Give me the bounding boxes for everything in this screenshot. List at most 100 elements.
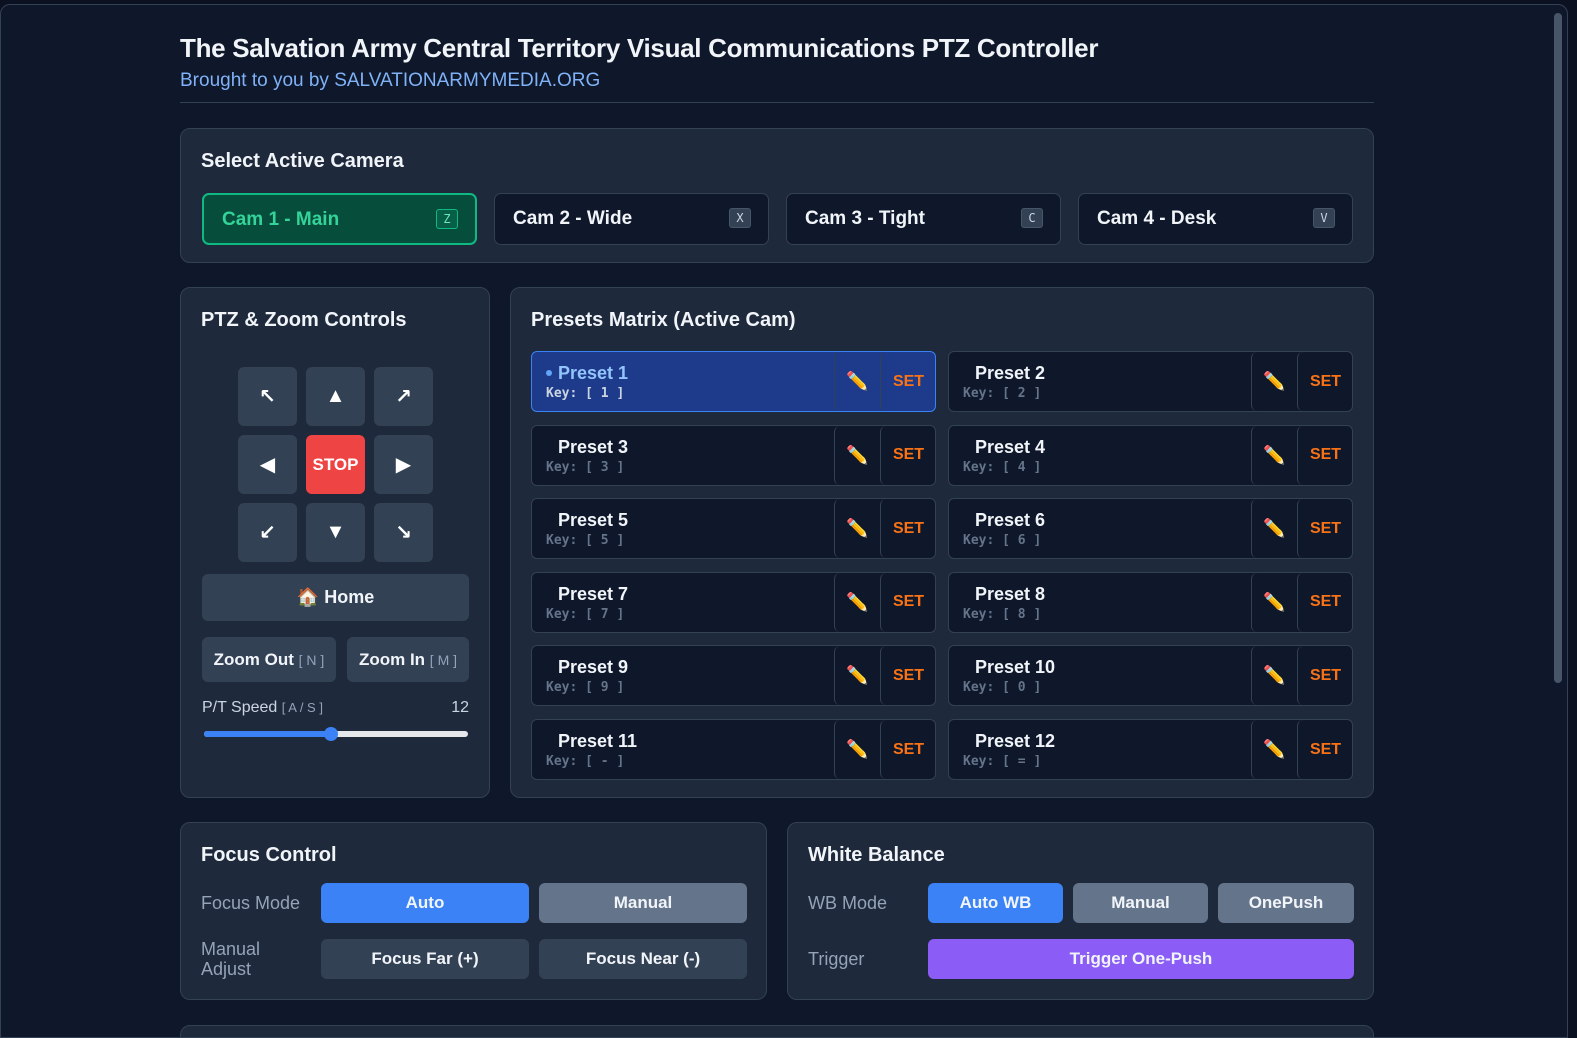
preset-row[interactable]: Preset 7 Key: [ 7 ] ✏️ SET	[531, 571, 936, 633]
preset-row[interactable]: Preset 4 Key: [ 4 ] ✏️ SET	[948, 424, 1353, 486]
preset-key: Key: [ 0 ]	[963, 680, 1042, 696]
slider-track[interactable]	[204, 727, 468, 741]
scrollbar[interactable]	[1554, 13, 1562, 683]
preset-name: Preset 12	[975, 731, 1056, 751]
set-button[interactable]: SET	[1297, 646, 1353, 706]
camera-button[interactable]: Cam 1 - Main Z	[202, 193, 477, 245]
mode-button[interactable]: OnePush	[1218, 883, 1354, 923]
set-button[interactable]: SET	[1297, 572, 1353, 632]
key-hint: [ A / S ]	[281, 700, 323, 715]
speed-value: 12	[451, 699, 469, 716]
stop-button[interactable]: STOP	[306, 435, 365, 494]
preset-key: Key: [ 6 ]	[963, 533, 1042, 549]
mode-button[interactable]: Manual	[1073, 883, 1208, 923]
arrow-button[interactable]: ↗	[374, 367, 433, 426]
set-button[interactable]: SET	[880, 499, 936, 559]
edit-button[interactable]: ✏️	[1251, 499, 1297, 559]
edit-button[interactable]: ✏️	[1251, 646, 1297, 706]
set-button[interactable]: SET	[880, 646, 936, 706]
edit-button[interactable]: ✏️	[834, 646, 880, 706]
set-button[interactable]: SET	[880, 425, 936, 485]
edit-button[interactable]: ✏️	[1251, 425, 1297, 485]
set-button[interactable]: SET	[880, 572, 936, 632]
key-hint: [ M ]	[429, 651, 458, 668]
preset-name: Preset 8	[975, 583, 1046, 604]
card-title: Select Active Camera	[201, 150, 404, 172]
preset-name: Preset 2	[975, 363, 1046, 383]
camera-label: Cam 4 - Desk	[1097, 208, 1217, 229]
edit-button[interactable]: ✏️	[1251, 720, 1297, 779]
slider-thumb[interactable]	[323, 727, 338, 741]
edit-button[interactable]: ✏️	[1251, 572, 1297, 632]
zoom-in-button[interactable]: Zoom In [ M ]	[347, 637, 469, 682]
slider-fill	[204, 731, 331, 737]
arrow-button[interactable]: ↘	[374, 503, 433, 562]
card-title: White Balance	[808, 844, 945, 866]
preset-key: Key: [ 4 ]	[963, 459, 1042, 475]
arrow-button[interactable]: ↙	[238, 503, 297, 562]
trigger-button[interactable]: Trigger One-Push	[928, 939, 1354, 979]
preset-name: Preset 4	[975, 436, 1046, 457]
edit-button[interactable]: ✏️	[834, 572, 880, 632]
set-button[interactable]: SET	[1297, 720, 1353, 779]
zoom-out-button[interactable]: Zoom Out [ N ]	[202, 637, 336, 682]
set-button[interactable]: SET	[1297, 352, 1353, 411]
camera-card: Select Active Camera Cam 1 - Main Z Cam 2 …	[180, 128, 1374, 263]
camera-button[interactable]: Cam 2 - Wide X	[494, 193, 769, 245]
set-button[interactable]: SET	[880, 720, 936, 779]
set-button[interactable]: SET	[1297, 499, 1353, 559]
mode-button[interactable]: Auto	[321, 883, 529, 923]
preset-row[interactable]: Preset 11 Key: [ - ] ✏️ SET	[531, 719, 936, 780]
arrow-button[interactable]: ▶	[374, 435, 433, 494]
edit-button[interactable]: ✏️	[834, 720, 880, 779]
next-card	[180, 1025, 1374, 1037]
arrow-button[interactable]: ↖	[238, 367, 297, 426]
home-button[interactable]: 🏠 Home	[202, 574, 469, 621]
preset-row[interactable]: Preset 6 Key: [ 6 ] ✏️ SET	[948, 498, 1353, 560]
label: Zoom In	[358, 649, 426, 669]
camera-button[interactable]: Cam 3 - Tight C	[786, 193, 1061, 245]
label: P/T Speed	[202, 699, 278, 716]
mode-button[interactable]: Manual	[539, 883, 747, 923]
preset-row[interactable]: Preset 12 Key: [ = ] ✏️ SET	[948, 719, 1353, 780]
camera-button[interactable]: Cam 4 - Desk V	[1078, 193, 1353, 245]
preset-row[interactable]: Preset 8 Key: [ 8 ] ✏️ SET	[948, 571, 1353, 633]
focus-card: Focus Control Focus Mode Auto Manual Man…	[180, 822, 767, 1000]
key-hint: [ N ]	[298, 651, 325, 668]
set-button[interactable]: SET	[1297, 425, 1353, 485]
preset-row[interactable]: Preset 5 Key: [ 5 ] ✏️ SET	[531, 498, 936, 560]
preset-name: Preset 7	[558, 583, 629, 604]
edit-button[interactable]: ✏️	[834, 352, 880, 411]
preset-name: Preset 6	[975, 510, 1046, 531]
active-dot	[546, 370, 552, 376]
preset-name: Preset 3	[558, 436, 629, 457]
focus-button[interactable]: Focus Far (+)	[321, 939, 529, 979]
set-button[interactable]: SET	[880, 352, 936, 411]
preset-row[interactable]: Preset 2 Key: [ 2 ] ✏️ SET	[948, 351, 1353, 412]
focus-button[interactable]: Focus Near (-)	[539, 939, 747, 979]
edit-button[interactable]: ✏️	[834, 425, 880, 485]
key-badge: Z	[436, 209, 458, 229]
preset-row[interactable]: Preset 3 Key: [ 3 ] ✏️ SET	[531, 424, 936, 486]
preset-row[interactable]: Preset 1 Key: [ 1 ] ✏️ SET	[531, 351, 936, 412]
key-badge: X	[729, 208, 751, 228]
preset-row[interactable]: Preset 9 Key: [ 9 ] ✏️ SET	[531, 645, 936, 707]
label: Zoom Out	[213, 649, 294, 669]
presets-card: Presets Matrix (Active Cam) Preset 1 Key:…	[510, 287, 1374, 798]
field-label: Focus Mode	[201, 893, 301, 913]
arrow-button[interactable]: ▼	[306, 503, 365, 562]
card-title: PTZ & Zoom Controls	[201, 309, 407, 331]
preset-key: Key: [ 8 ]	[963, 606, 1042, 622]
subtitle: Brought to you by SALVATIONARMYMEDIA.ORG	[180, 70, 601, 91]
preset-key: Key: [ 7 ]	[546, 606, 625, 622]
arrow-button[interactable]: ◀	[238, 435, 297, 494]
card-title: Focus Control	[201, 844, 337, 866]
arrow-button[interactable]: ▲	[306, 367, 365, 426]
mode-button[interactable]: Auto WB	[928, 883, 1063, 923]
edit-button[interactable]: ✏️	[834, 499, 880, 559]
key-badge: C	[1021, 208, 1043, 228]
preset-row[interactable]: Preset 10 Key: [ 0 ] ✏️ SET	[948, 645, 1353, 707]
divider	[180, 102, 1374, 103]
preset-key: Key: [ 1 ]	[546, 386, 625, 401]
edit-button[interactable]: ✏️	[1251, 352, 1297, 411]
